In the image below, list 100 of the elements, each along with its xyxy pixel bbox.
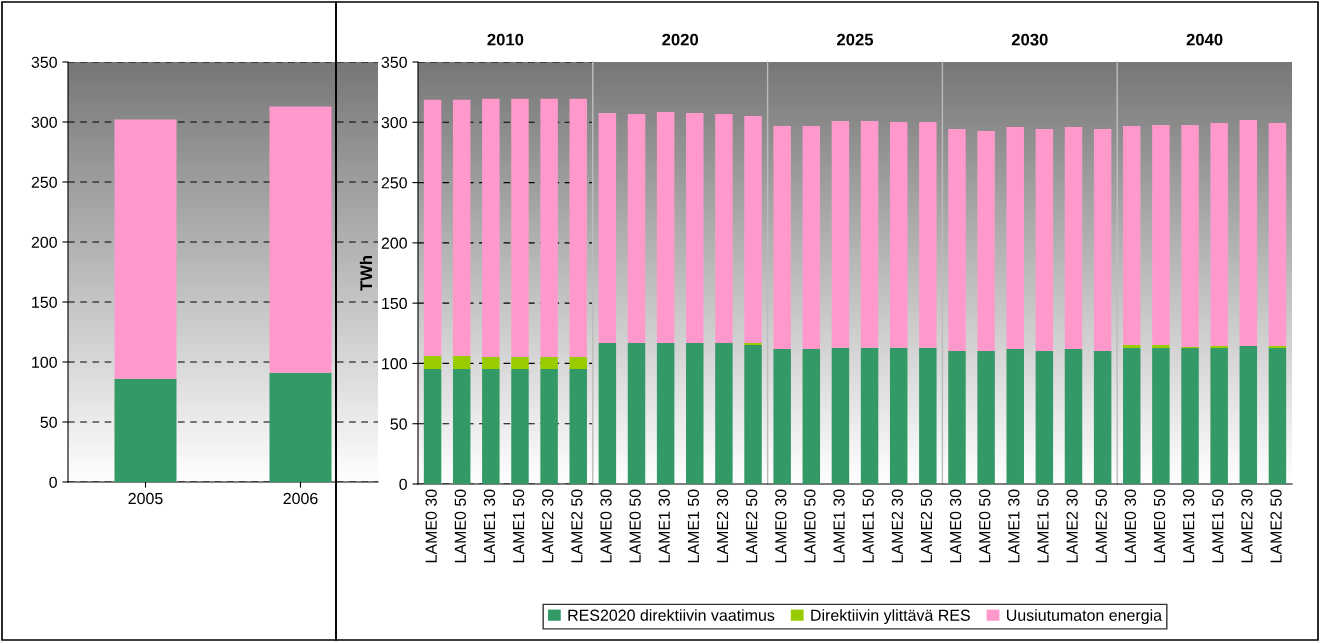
y-tick-label: 100	[32, 356, 57, 368]
y-tick-label: 200	[381, 237, 407, 249]
bar	[540, 357, 558, 370]
y-tick-label: 50	[390, 418, 407, 430]
bar	[598, 112, 617, 343]
bar	[1064, 126, 1083, 349]
x-tick-label: LAME2 30	[1241, 489, 1253, 563]
y-tick-label: 250	[381, 177, 407, 189]
x-tick-label: 2005	[128, 492, 163, 505]
bar	[269, 106, 332, 373]
x-tick-label: LAME1 30	[483, 489, 496, 563]
bar	[569, 98, 587, 358]
bar	[686, 342, 704, 484]
bar	[1210, 348, 1228, 484]
y-tick-label: 200	[31, 236, 57, 248]
bar	[1123, 348, 1141, 484]
bar	[482, 98, 500, 358]
bar	[1152, 124, 1170, 345]
bar	[919, 347, 937, 484]
x-tick-label: LAME2 50	[746, 489, 758, 563]
x-tick-label: LAME2 30	[542, 489, 554, 563]
x-tick-label: LAME2 50	[571, 489, 583, 563]
bar	[889, 121, 908, 348]
bar	[114, 119, 177, 379]
bar	[889, 347, 908, 484]
bar	[948, 351, 966, 484]
bar	[452, 356, 471, 370]
bar	[977, 130, 995, 352]
y-tick-label: 0	[399, 478, 407, 490]
bar	[1210, 123, 1228, 347]
bar	[802, 125, 821, 349]
x-tick-label: LAME0 50	[804, 489, 816, 563]
x-tick-label: LAME1 50	[512, 489, 525, 563]
x-tick-label: LAME1 50	[1212, 489, 1224, 563]
y-tick-label: 100	[382, 358, 407, 370]
x-tick-label: LAME0 30	[600, 489, 612, 563]
bar	[919, 121, 937, 348]
bar	[452, 369, 471, 484]
y-tick-label: 150	[382, 297, 407, 310]
x-tick-label: LAME0 30	[425, 489, 437, 563]
chart-title: 2030	[1011, 33, 1048, 46]
bar	[1239, 119, 1258, 347]
chart-title: 2040	[1186, 33, 1223, 46]
y-tick-label: 0	[49, 476, 57, 488]
x-tick-label: LAME2 30	[891, 489, 903, 563]
y-tick-label: 350	[31, 56, 57, 68]
bar	[860, 121, 879, 348]
chart-title: 2025	[837, 33, 874, 46]
bar	[540, 98, 558, 358]
bar	[452, 99, 471, 357]
y-axis-title: TWh	[359, 255, 372, 291]
y-tick-label: 150	[32, 296, 57, 308]
bar	[511, 357, 529, 370]
bar	[744, 342, 762, 345]
bar	[744, 115, 762, 343]
x-tick-label: LAME2 50	[1270, 489, 1282, 563]
bar	[1181, 124, 1199, 348]
bar	[1123, 126, 1141, 345]
bar	[1035, 351, 1054, 484]
bar	[482, 357, 500, 370]
bar	[1093, 129, 1112, 352]
bar	[656, 111, 675, 343]
bar	[1152, 348, 1170, 484]
bar	[715, 342, 733, 484]
x-tick-label: LAME1 30	[1183, 489, 1195, 563]
bar	[627, 342, 646, 484]
bar	[423, 99, 442, 357]
bar	[948, 129, 966, 352]
x-tick-label: LAME2 30	[1066, 489, 1078, 563]
bar	[1006, 348, 1024, 484]
y-tick-label: 300	[31, 116, 57, 128]
bar	[511, 98, 529, 358]
bar	[1006, 126, 1024, 349]
bar	[482, 369, 500, 484]
bar	[860, 347, 879, 484]
legend-label: RES2020 direktiivin vaatimus	[568, 609, 775, 621]
y-tick-label: 50	[40, 416, 57, 428]
bar	[1181, 348, 1199, 484]
x-tick-label: LAME0 30	[1124, 489, 1137, 563]
bar	[1152, 344, 1170, 348]
bar	[1035, 129, 1054, 352]
bar	[773, 125, 791, 349]
bar	[423, 369, 442, 484]
bar	[802, 348, 821, 484]
x-tick-label: LAME1 30	[658, 489, 670, 563]
bar	[656, 342, 675, 484]
chart-title: 2010	[487, 33, 524, 46]
bar	[686, 112, 704, 343]
y-tick-label: 300	[381, 116, 407, 129]
x-tick-label: 2006	[283, 492, 318, 505]
bar	[1123, 344, 1141, 348]
bar	[569, 357, 587, 370]
bar	[977, 351, 995, 484]
x-tick-label: LAME1 30	[1008, 489, 1020, 563]
x-tick-label: LAME2 50	[1095, 489, 1107, 563]
bar	[569, 369, 587, 484]
x-tick-label: LAME1 50	[862, 489, 874, 563]
x-tick-label: LAME0 30	[775, 489, 787, 563]
bar	[1093, 351, 1112, 484]
x-tick-label: LAME0 50	[629, 489, 641, 563]
